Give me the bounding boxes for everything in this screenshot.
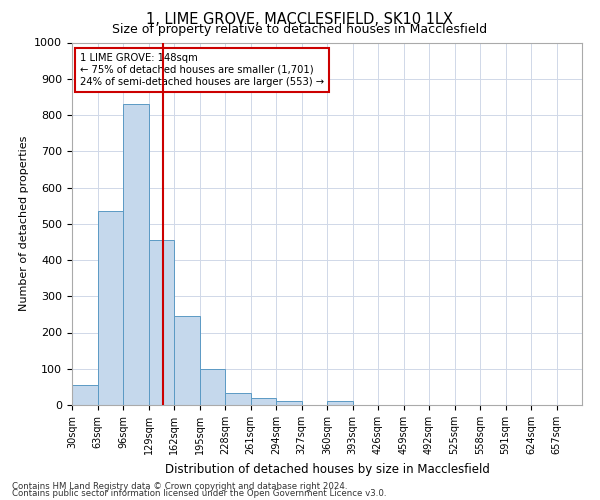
Bar — [72, 385, 97, 405]
Bar — [149, 240, 174, 405]
Bar — [97, 211, 123, 405]
Bar — [199, 370, 225, 405]
Text: 1, LIME GROVE, MACCLESFIELD, SK10 1LX: 1, LIME GROVE, MACCLESFIELD, SK10 1LX — [146, 12, 454, 26]
Bar — [327, 402, 353, 405]
Bar — [225, 393, 251, 405]
X-axis label: Distribution of detached houses by size in Macclesfield: Distribution of detached houses by size … — [164, 462, 490, 475]
Text: 1 LIME GROVE: 148sqm
← 75% of detached houses are smaller (1,701)
24% of semi-de: 1 LIME GROVE: 148sqm ← 75% of detached h… — [80, 54, 324, 86]
Bar — [174, 316, 199, 405]
Bar — [251, 398, 276, 405]
Text: Contains HM Land Registry data © Crown copyright and database right 2024.: Contains HM Land Registry data © Crown c… — [12, 482, 347, 491]
Bar — [123, 104, 149, 405]
Bar — [276, 402, 302, 405]
Text: Size of property relative to detached houses in Macclesfield: Size of property relative to detached ho… — [112, 22, 488, 36]
Text: Contains public sector information licensed under the Open Government Licence v3: Contains public sector information licen… — [12, 490, 386, 498]
Y-axis label: Number of detached properties: Number of detached properties — [19, 136, 29, 312]
